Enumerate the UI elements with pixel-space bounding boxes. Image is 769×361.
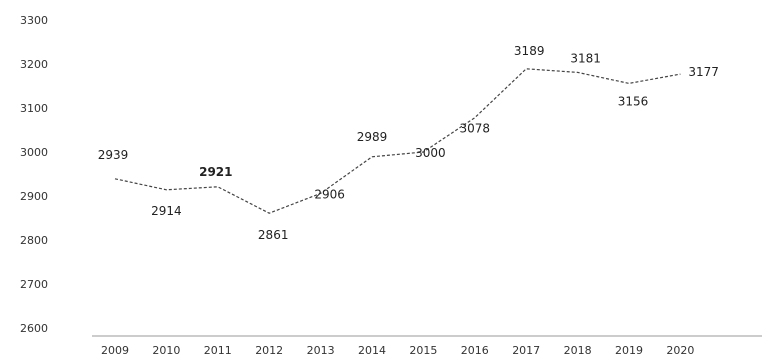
x-tick-label: 2016 (461, 344, 489, 357)
x-tick-label: 2009 (101, 344, 129, 357)
x-tick-label: 2017 (512, 344, 540, 357)
data-label: 3000 (415, 146, 446, 160)
data-label: 3189 (514, 44, 545, 58)
x-tick-label: 2015 (409, 344, 437, 357)
x-tick-label: 2011 (204, 344, 232, 357)
data-label: 2921 (199, 165, 232, 179)
x-tick-label: 2012 (255, 344, 283, 357)
y-tick-label: 2800 (20, 234, 48, 247)
x-tick-label: 2014 (358, 344, 386, 357)
y-tick-label: 3300 (20, 14, 48, 27)
y-tick-label: 3000 (20, 146, 48, 159)
data-label: 2914 (151, 204, 182, 218)
y-axis-ticks: 2600 2700 2800 2900 3000 3100 3200 3300 (20, 14, 48, 335)
y-tick-label: 3200 (20, 58, 48, 71)
data-label: 2989 (357, 130, 388, 144)
x-tick-label: 2010 (152, 344, 180, 357)
y-tick-label: 3100 (20, 102, 48, 115)
y-tick-label: 2900 (20, 190, 48, 203)
x-tick-label: 2018 (564, 344, 592, 357)
y-tick-label: 2700 (20, 278, 48, 291)
data-labels: 2939 2914 2921 2861 2906 2989 3000 3078 3189 3181… (98, 44, 719, 242)
data-label: 2906 (314, 187, 345, 201)
x-tick-label: 2013 (307, 344, 335, 357)
x-tick-label: 2019 (615, 344, 643, 357)
data-label: 3177 (688, 65, 719, 79)
data-label: 3078 (460, 122, 491, 136)
data-label: 3156 (618, 94, 649, 108)
data-label: 2861 (258, 228, 289, 242)
y-tick-label: 2600 (20, 322, 48, 335)
data-label: 2939 (98, 148, 129, 162)
series-line (114, 68, 681, 214)
data-label: 3181 (570, 51, 601, 65)
x-tick-label: 2020 (666, 344, 694, 357)
x-axis-ticks: 2009 2010 2011 2012 2013 2014 2015 2016 2017 2018… (101, 344, 694, 357)
